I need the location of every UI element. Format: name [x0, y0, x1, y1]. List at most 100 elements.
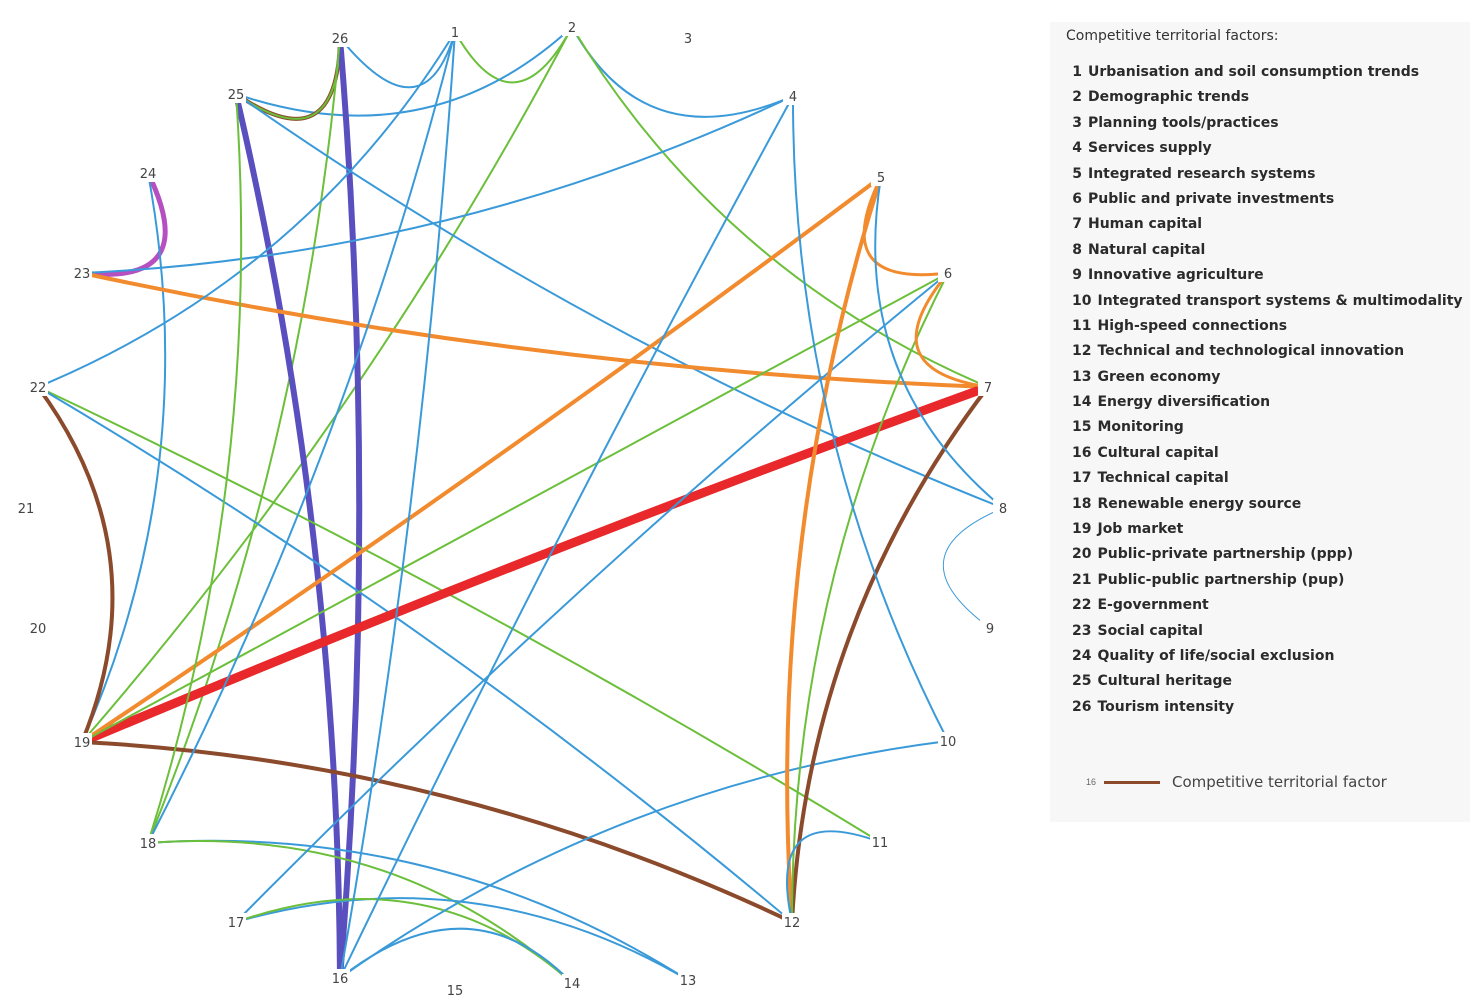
- legend-item-label: Human capital: [1088, 216, 1203, 233]
- legend-item-number: 14: [1072, 394, 1092, 411]
- edge-17-6: [235, 272, 949, 923]
- legend-item-22: 22 E-government: [1072, 593, 1463, 618]
- legend-item-7: 7 Human capital: [1072, 212, 1463, 237]
- legend-item-5: 5 Integrated research systems: [1072, 162, 1463, 187]
- legend-item-label: Quality of life/social exclusion: [1097, 647, 1335, 664]
- node-label-3: 3: [684, 32, 692, 47]
- legend-item-13: 13 Green economy: [1072, 365, 1463, 390]
- legend-item-number: 5: [1072, 165, 1082, 182]
- edge-22-11: [37, 386, 881, 843]
- node-label-11: 11: [872, 836, 889, 851]
- node-label-24: 24: [140, 167, 157, 182]
- node-label-5: 5: [877, 171, 885, 186]
- edge-19-12: [80, 740, 794, 924]
- node-background-9: [980, 619, 1000, 637]
- node-label-20: 20: [30, 622, 47, 637]
- node-label-7: 7: [984, 381, 992, 396]
- legend-item-1: 1 Urbanisation and soil consumption trend…: [1072, 60, 1463, 85]
- edge-16-10: [339, 740, 949, 979]
- edge-16-1: [339, 31, 456, 979]
- legend-item-label: Urbanisation and soil consumption trends: [1088, 64, 1420, 80]
- node-label-23: 23: [74, 267, 91, 282]
- legend-item-number: 19: [1072, 521, 1092, 538]
- legend-item-label: E-government: [1097, 597, 1209, 614]
- legend-item-label: Public-public partnership (pup): [1097, 571, 1345, 588]
- legend-item-23: 23 Social capital: [1072, 619, 1463, 644]
- edge-18-1: [147, 31, 456, 844]
- legend-item-number: 26: [1072, 698, 1092, 715]
- edge-25-8: [235, 93, 1004, 509]
- legend-item-21: 21 Public-public partnership (pup): [1072, 568, 1463, 593]
- edge-19-6: [81, 272, 949, 743]
- edge-5-6: [862, 175, 950, 277]
- edge-22-1: [37, 31, 456, 388]
- legend-item-number: 7: [1072, 216, 1082, 233]
- legend-item-label: Green economy: [1097, 368, 1221, 385]
- node-background-16: [330, 969, 350, 987]
- node-background-22: [28, 378, 48, 396]
- node-background-7: [978, 378, 998, 396]
- edge-26-18: [147, 37, 341, 844]
- edge-17-14: [235, 898, 573, 984]
- edge-4-10: [791, 95, 949, 742]
- legend-item-25: 25 Cultural heritage: [1072, 669, 1463, 694]
- legend-item-17: 17 Technical capital: [1072, 466, 1463, 491]
- node-background-17: [226, 913, 246, 931]
- legend-item-label: Tourism intensity: [1097, 698, 1235, 715]
- node-background-26: [330, 29, 350, 47]
- edge-18-25: [147, 93, 243, 844]
- node-background-15: [445, 981, 465, 996]
- node-background-4: [783, 87, 803, 105]
- node-label-26: 26: [332, 32, 349, 47]
- network-diagram: 1 234567891011121314151617181920212223242…: [16, 18, 1013, 996]
- node-label-17: 17: [228, 916, 245, 931]
- edge-19-7: [77, 382, 993, 747]
- legend-item-number: 16: [1072, 444, 1092, 461]
- legend-item-number: 22: [1072, 597, 1092, 614]
- legend-item-label: Integrated transport systems & multimoda…: [1097, 292, 1463, 309]
- edge-26-16: [337, 35, 363, 981]
- node-background-11: [870, 833, 890, 851]
- edge-12-7: [790, 385, 990, 924]
- edge-12-11: [786, 830, 881, 923]
- edge-12-6: [790, 272, 949, 923]
- node-label-12: 12: [784, 916, 801, 931]
- node-label-22: 22: [30, 381, 47, 396]
- node-background-12: [782, 913, 802, 931]
- node-background-20: [28, 619, 48, 637]
- node-background-14: [562, 974, 582, 992]
- legend-item-8: 8 Natural capital: [1072, 238, 1463, 263]
- legend-item-24: 24 Quality of life/social exclusion: [1072, 644, 1463, 669]
- legend-item-number: 8: [1072, 241, 1082, 258]
- legend-item-number: 20: [1072, 546, 1092, 563]
- node-background-5: [871, 168, 891, 186]
- node-background-3: [678, 29, 698, 47]
- legend-item-number: 12: [1072, 343, 1092, 360]
- legend-item-18: 18 Renewable energy source: [1072, 492, 1463, 517]
- edge-22-19: [36, 385, 115, 744]
- edge-18-14: [147, 840, 573, 984]
- node-label-13: 13: [680, 974, 697, 989]
- node-group: 1 234567891011121314151617181920212223242…: [16, 18, 1013, 996]
- legend-item-number: 2: [1072, 89, 1082, 106]
- edge-2-19: [81, 26, 573, 743]
- legend-item-number: 10: [1072, 292, 1092, 309]
- legend-item-label: Renewable energy source: [1097, 495, 1302, 512]
- edge-6-7: [914, 271, 990, 389]
- node-label-19: 19: [74, 736, 91, 751]
- edge-16-4: [339, 95, 794, 979]
- legend-item-number: 18: [1072, 495, 1092, 512]
- node-label-8: 8: [999, 502, 1007, 517]
- legend-key-label: Competitive territorial factor: [1172, 773, 1387, 791]
- legend-panel: Competitive territorial factors: 1 Urbani…: [1050, 22, 1470, 822]
- edge-2-7: [571, 26, 989, 388]
- legend-item-label: Job market: [1097, 521, 1184, 538]
- node-background-18: [138, 834, 158, 852]
- legend-item-number: 17: [1072, 470, 1092, 487]
- node-background-1: [445, 23, 465, 41]
- edge-23-4: [81, 95, 794, 274]
- legend-item-number: 1: [1072, 64, 1082, 80]
- node-background-2: [562, 18, 582, 36]
- edge-2-25: [235, 26, 573, 117]
- legend-item-2: 2 Demographic trends: [1072, 85, 1463, 110]
